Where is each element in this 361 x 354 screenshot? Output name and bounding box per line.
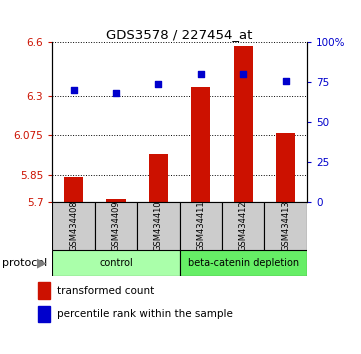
Bar [38,282,50,299]
Bar [137,202,179,250]
Point [71,87,77,93]
Bar [179,202,222,250]
Text: GSM434409: GSM434409 [112,200,121,251]
Bar [52,250,179,276]
Bar [179,250,307,276]
Point [156,81,161,87]
Text: percentile rank within the sample: percentile rank within the sample [57,309,232,319]
Text: control: control [99,258,133,268]
Text: GSM434410: GSM434410 [154,200,163,251]
Bar [276,133,295,202]
Bar [234,46,253,202]
Bar [95,202,137,250]
Text: beta-catenin depletion: beta-catenin depletion [188,258,299,268]
Text: GSM434408: GSM434408 [69,200,78,251]
Text: GSM434411: GSM434411 [196,200,205,251]
Bar [191,87,210,202]
Text: GSM434412: GSM434412 [239,200,248,251]
Bar [64,177,83,202]
Point [113,91,119,96]
Text: protocol: protocol [2,258,47,268]
Text: GSM434413: GSM434413 [281,200,290,251]
Bar [222,202,264,250]
Point [240,72,246,77]
Bar [52,202,95,250]
Point [198,72,204,77]
Bar [264,202,307,250]
Text: ▶: ▶ [37,256,46,269]
Point [283,78,288,84]
Bar [106,199,126,202]
Bar [149,154,168,202]
Text: transformed count: transformed count [57,286,154,296]
Bar [38,306,50,322]
Title: GDS3578 / 227454_at: GDS3578 / 227454_at [106,28,253,41]
